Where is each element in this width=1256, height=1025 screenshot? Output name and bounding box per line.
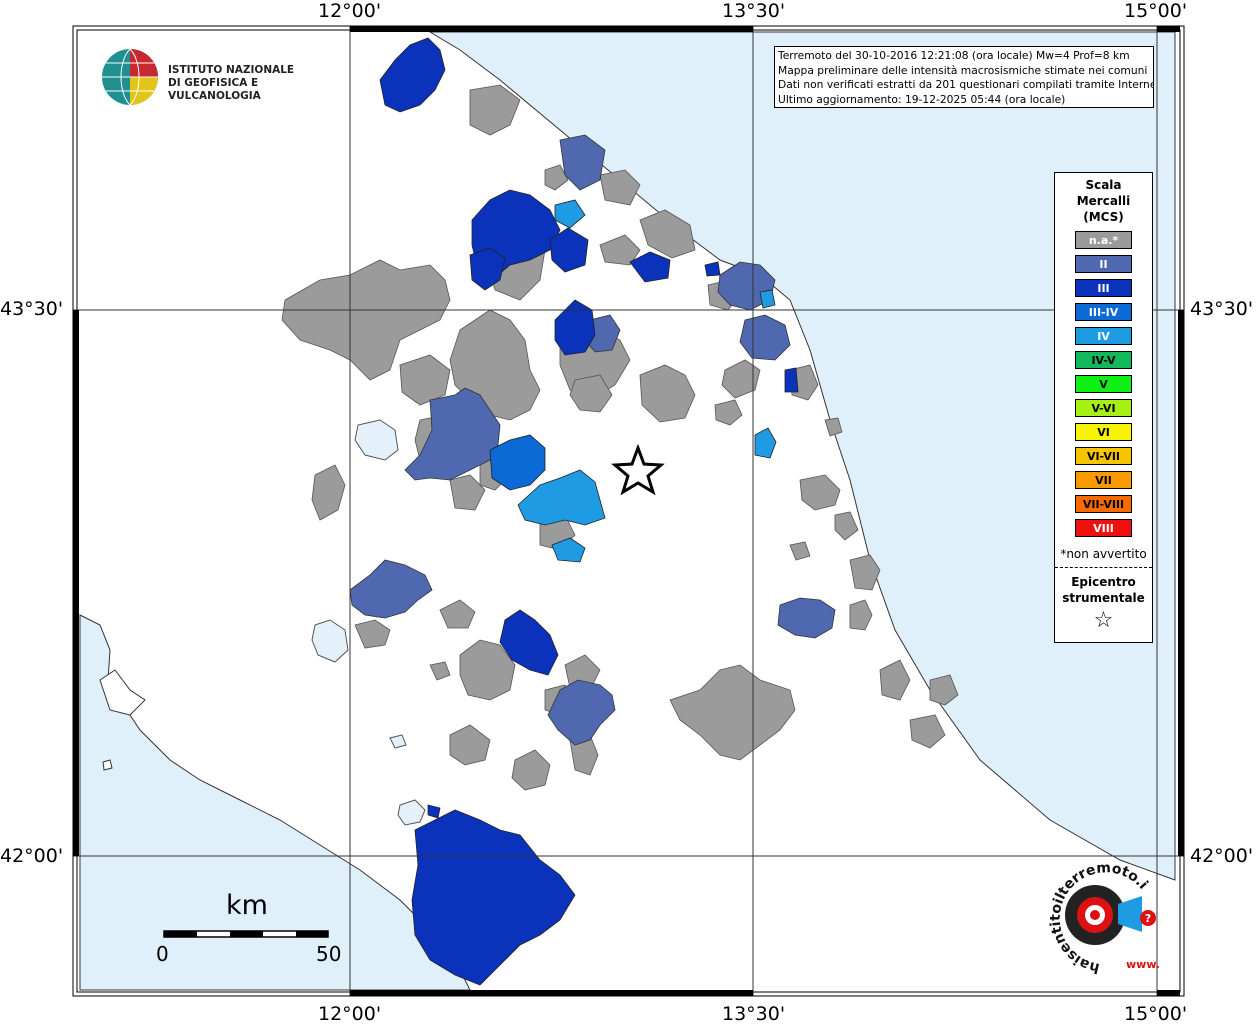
lon-label-bottom-3: 15°00': [1124, 1003, 1188, 1025]
legend-star-icon: ☆: [1093, 608, 1114, 633]
legend-note: *non avvertito: [1060, 547, 1147, 561]
lon-label-top-3: 15°00': [1124, 0, 1188, 22]
legend-swatch-ii: II: [1075, 255, 1132, 273]
ingv-globe-icon: [102, 48, 158, 106]
legend-swatch-iv: IV: [1075, 327, 1132, 345]
lake-bracciano: [397, 799, 426, 826]
legend-swatch-vi-vii: VI-VII: [1075, 447, 1132, 465]
scale-bar: km 0 50: [150, 890, 350, 970]
legend-swatch-vi: VI: [1075, 423, 1132, 441]
legend-title-line3: (MCS): [1083, 210, 1124, 224]
legend-rows: n.a.* II III III-IV IV IV-V V V-VI VI VI-VII VII VI…: [1055, 231, 1152, 537]
legend-divider: [1055, 567, 1152, 568]
map-frame: [72, 25, 1185, 997]
ingv-logo: ISTITUTO NAZIONALE DI GEOFISICA E VULCAN…: [100, 46, 320, 110]
lake-trasimeno: [354, 419, 399, 461]
area-group-IV: [517, 199, 777, 563]
lake-bolsena: [311, 619, 349, 663]
haisentito-logo-icon: ? haisentitoilterremoto.it www.: [1027, 846, 1160, 976]
scale-unit: km: [226, 890, 268, 921]
scale-start: 0: [156, 942, 169, 966]
lon-label-top-1: 12°00': [318, 0, 382, 22]
monte-argentario: [99, 669, 146, 716]
ingv-name-line1: ISTITUTO NAZIONALE: [168, 64, 295, 76]
legend-swatch-n-a-: n.a.*: [1075, 231, 1132, 249]
mcs-legend: Scala Mercalli (MCS) n.a.* II III III-IV IV I…: [1054, 172, 1153, 643]
legend-swatch-vii: VII: [1075, 471, 1132, 489]
lat-label-left-1: 43°30': [0, 298, 64, 320]
epicenter-star: [611, 443, 665, 496]
haisentito-logo: ? haisentitoilterremoto.it www.: [1027, 846, 1160, 978]
event-info-line4: Ultimo aggiornamento: 19-12-2025 05:44 (…: [778, 92, 1066, 106]
event-info-line3: Dati non verificati estratti da 201 ques…: [778, 78, 1154, 91]
scale-end: 50: [316, 942, 342, 966]
ingv-name-line2: DI GEOFISICA E VULCANOLOGIA: [168, 77, 261, 102]
lat-label-left-2: 42°00': [0, 845, 64, 867]
event-info-box: Terremoto del 30-10-2016 12:21:08 (ora l…: [774, 46, 1154, 108]
legend-title: Scala Mercalli (MCS): [1055, 177, 1152, 225]
area-group-III-IV: [489, 434, 546, 491]
legend-swatch-vii-viii: VII-VIII: [1075, 495, 1132, 513]
event-info-line2: Mappa preliminare delle intensità macros…: [778, 63, 1148, 77]
legend-swatch-iii-iv: III-IV: [1075, 303, 1132, 321]
lat-label-right-2: 42°00': [1190, 845, 1254, 867]
haisentito-www: www.: [1126, 958, 1160, 971]
legend-title-line1: Scala: [1085, 178, 1122, 192]
legend-swatch-viii: VIII: [1075, 519, 1132, 537]
svg-text:?: ?: [1145, 912, 1151, 925]
scale-bar-graphic: [163, 930, 329, 938]
legend-epicenter-line2: strumentale: [1062, 591, 1145, 605]
legend-swatch-v: V: [1075, 375, 1132, 393]
graticule: [73, 26, 1184, 996]
lon-label-top-2: 13°30': [722, 0, 786, 22]
legend-epicenter-label: Epicentro strumentale: [1055, 574, 1152, 606]
event-info-line1: Terremoto del 30-10-2016 12:21:08 (ora l…: [778, 49, 1130, 62]
legend-swatch-iii: III: [1075, 279, 1132, 297]
lon-label-bottom-2: 13°30': [722, 1003, 786, 1025]
area-group-III: [379, 37, 799, 986]
legend-swatch-iv-v: IV-V: [1075, 351, 1132, 369]
islet: [102, 759, 113, 771]
area-group-na: [281, 84, 959, 791]
legend-epicenter-line1: Epicentro: [1071, 575, 1136, 589]
lake-vico: [389, 734, 407, 749]
lat-label-right-1: 43°30': [1190, 298, 1254, 320]
legend-swatch-v-vi: V-VI: [1075, 399, 1132, 417]
lon-label-bottom-1: 12°00': [318, 1003, 382, 1025]
legend-title-line2: Mercalli: [1076, 194, 1131, 208]
